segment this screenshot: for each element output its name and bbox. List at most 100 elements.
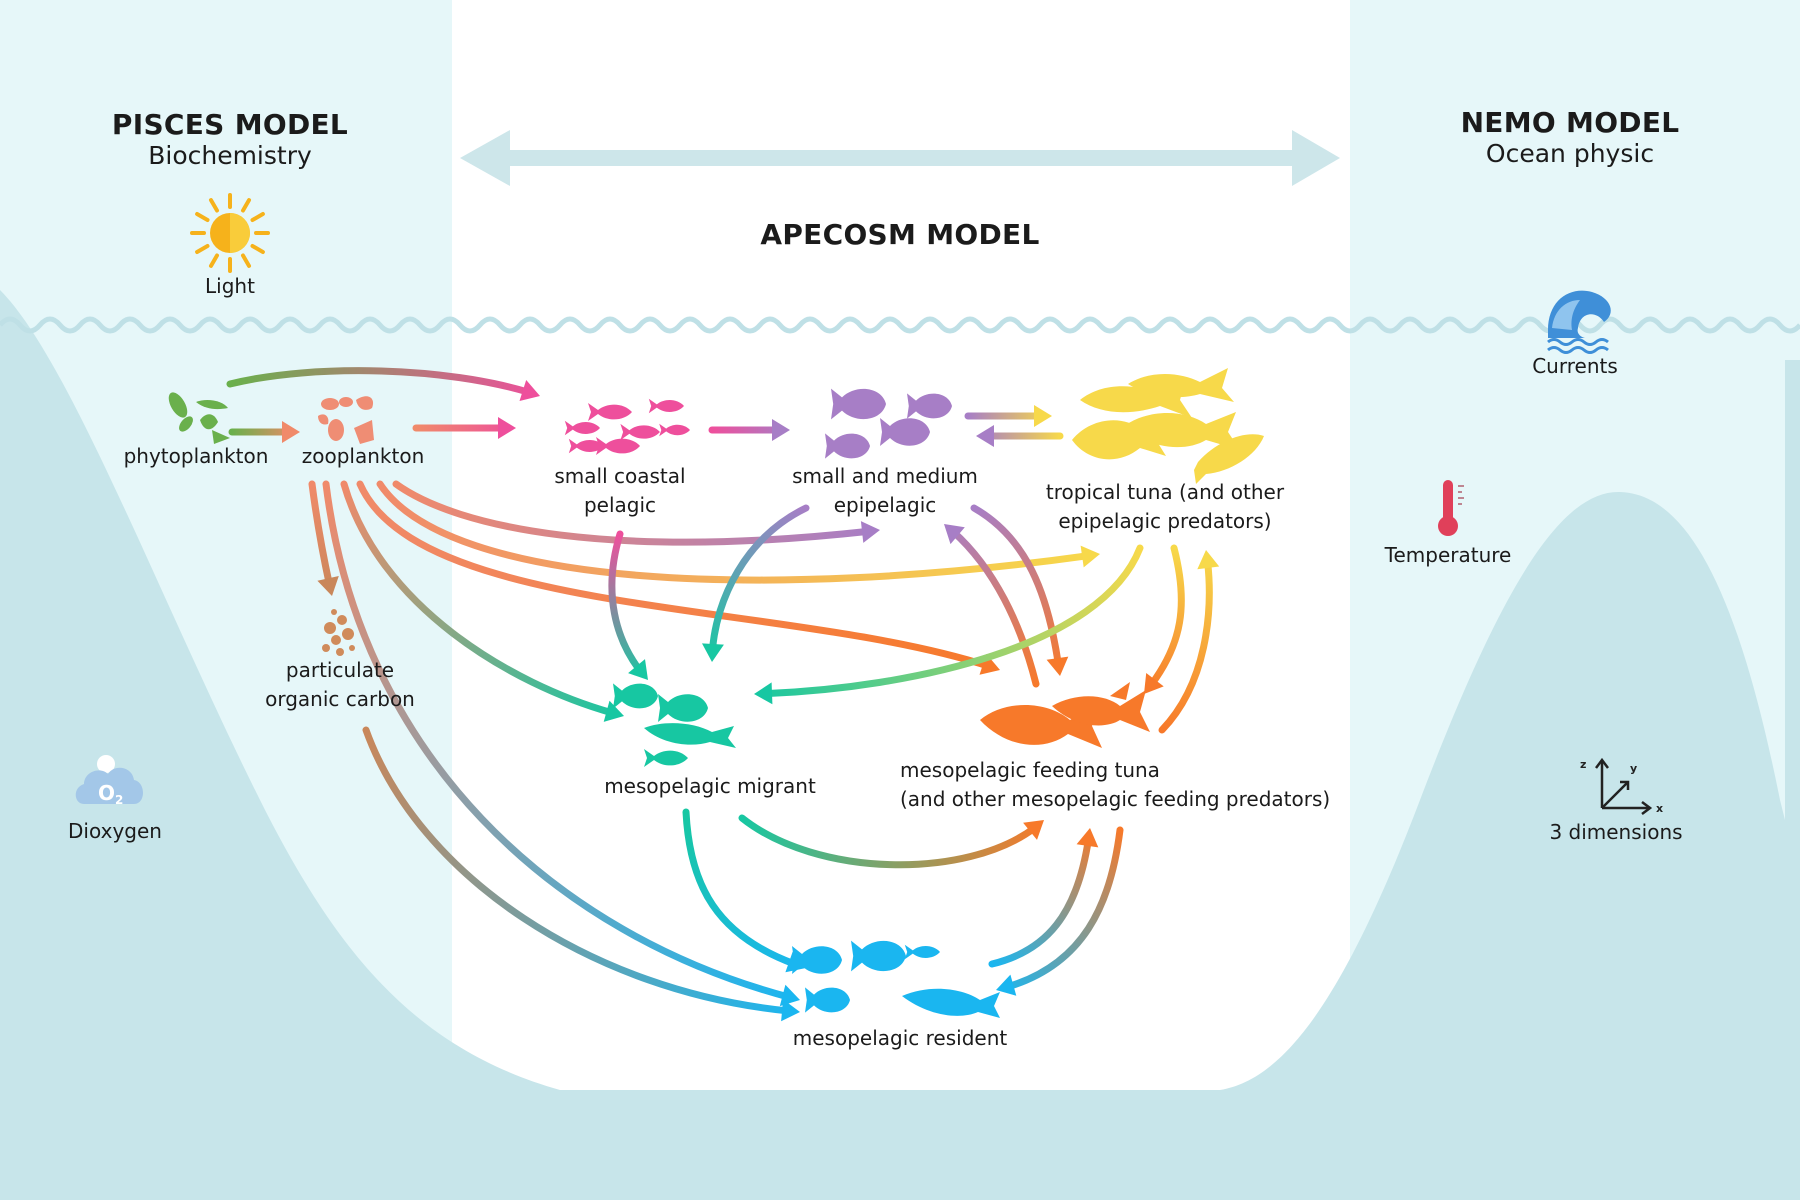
- arrow-small-coastal-pelagic-to-mesopelagic-migrant: [608, 530, 652, 684]
- sun-ray: [250, 244, 265, 254]
- arrow-tropical-tuna-to-mesopelagic-migrant: [750, 544, 1144, 705]
- arrow-head: [1080, 545, 1100, 568]
- arrow-shaft: [376, 480, 1104, 584]
- arrow-shaft: [322, 480, 804, 1004]
- sun-ray: [195, 244, 210, 254]
- trophic-arrows: [226, 367, 1220, 1022]
- arrow-head: [772, 419, 790, 441]
- phytoplankton-icon: [168, 392, 230, 444]
- o2-subscript: 2: [115, 793, 123, 807]
- sme-line-2: epipelagic: [833, 493, 937, 517]
- seafloor-edge: [1785, 360, 1800, 1200]
- scp-line-1: small coastal: [554, 464, 686, 488]
- arrow-head: [1023, 820, 1044, 840]
- mesopelagic-migrant-fish-icon: [613, 683, 736, 767]
- arrow-mesopelagic-feeding-tuna-to-small-medium-epipelagic: [940, 520, 1040, 688]
- temperature-label: Temperature: [1384, 543, 1512, 567]
- mesopelagic-feeding-tuna-icon: [980, 682, 1150, 748]
- arrow-zooplankton-to-small-coastal-pelagic: [412, 417, 520, 439]
- arrow-shaft: [738, 814, 1048, 869]
- arrow-head: [628, 659, 648, 680]
- arrow-head: [1046, 656, 1069, 676]
- node-small-coastal-pelagic: small coastal pelagic: [540, 462, 700, 520]
- arrow-head: [976, 425, 994, 447]
- arrow-head: [944, 524, 965, 545]
- arrow-shaft: [356, 480, 1004, 674]
- arrow-shaft: [1158, 546, 1213, 734]
- poc-particles-icon: [322, 609, 355, 656]
- arrow-shaft: [708, 504, 810, 666]
- arrow-head: [1144, 673, 1164, 694]
- sun-ray: [250, 212, 265, 222]
- arrow-poc-to-mesopelagic-resident: [362, 726, 804, 1022]
- node-mesopelagic-resident: mesopelagic resident: [792, 1026, 1008, 1050]
- arrow-shaft: [682, 808, 810, 972]
- arrow-mesopelagic-feeding-tuna-to-tropical-tuna: [1158, 546, 1220, 734]
- axis-y-label: y: [1630, 762, 1637, 775]
- arrow-head: [282, 421, 300, 443]
- node-mesopelagic-feeding-tuna: mesopelagic feeding tuna (and other meso…: [900, 756, 1331, 814]
- mft-line-1: mesopelagic feeding tuna: [900, 758, 1160, 782]
- arrow-small-coastal-pelagic-to-small-medium-epipelagic: [708, 419, 794, 441]
- arrow-shaft: [940, 520, 1040, 688]
- node-phytoplankton: phytoplankton: [123, 444, 269, 468]
- tt-line-1: tropical tuna (and other: [1045, 480, 1285, 504]
- mesopelagic-resident-fish-icon: [792, 940, 1000, 1018]
- arrow-head: [1076, 828, 1099, 848]
- pisces-title: PISCES MODEL: [111, 108, 349, 141]
- dimensions-label: 3 dimensions: [1549, 820, 1683, 844]
- arrow-head: [603, 700, 624, 722]
- arrow-zooplankton-to-small-medium-epipelagic: [392, 480, 884, 546]
- arrow-tropical-tuna-to-small-medium-epipelagic: [972, 425, 1064, 447]
- arrow-shaft: [340, 480, 628, 720]
- arrow-head: [317, 576, 339, 596]
- apecosm-panel-background: [452, 0, 1350, 1200]
- arrow-head: [702, 643, 724, 662]
- apecosm-title: APECOSM MODEL: [760, 218, 1040, 251]
- thermometer-icon: [1438, 480, 1464, 536]
- arrow-phytoplankton-to-zooplankton: [228, 421, 304, 443]
- poc-line-1: particulate: [285, 658, 395, 682]
- seafloor-shape: [0, 290, 1800, 1200]
- node-small-medium-epipelagic: small and medium epipelagic: [780, 462, 990, 520]
- arrow-mesopelagic-resident-to-mesopelagic-feeding-tuna: [988, 824, 1099, 968]
- arrow-mesopelagic-migrant-to-mesopelagic-feeding-tuna: [738, 814, 1048, 869]
- sun-ray: [209, 253, 219, 268]
- arrow-zooplankton-to-tropical-tuna: [376, 480, 1104, 584]
- sun-icon: [190, 193, 270, 273]
- arrow-head: [1034, 405, 1052, 427]
- dioxygen-label: Dioxygen: [68, 819, 162, 843]
- arrow-head: [498, 417, 516, 439]
- node-zooplankton: zooplankton: [301, 444, 425, 468]
- arrow-small-medium-epipelagic-to-tropical-tuna: [964, 405, 1056, 427]
- poc-line-2: organic carbon: [265, 687, 415, 711]
- arrow-mesopelagic-feeding-tuna-to-mesopelagic-resident: [992, 826, 1124, 996]
- arrow-head: [781, 999, 800, 1022]
- arrow-head: [860, 521, 880, 543]
- arrow-zooplankton-to-mesopelagic-migrant: [340, 480, 628, 722]
- mft-line-2: (and other mesopelagic feeding predators…: [900, 787, 1331, 811]
- arrow-zooplankton-to-mesopelagic-feeding-tuna: [356, 480, 1004, 675]
- arrow-head: [519, 380, 540, 401]
- arrow-shaft: [992, 826, 1124, 994]
- nemo-subtitle: Ocean physic: [1485, 139, 1655, 168]
- arrow-shaft: [1140, 544, 1185, 698]
- arrow-head: [979, 653, 1000, 675]
- wave-icon: [1547, 290, 1611, 354]
- nemo-heading: NEMO MODEL Ocean physic: [1450, 108, 1690, 171]
- sun-ray: [209, 198, 219, 213]
- zooplankton-icon: [318, 396, 374, 444]
- arrow-shaft: [226, 367, 544, 400]
- light-label: Light: [205, 274, 255, 298]
- apecosm-heading: APECOSM MODEL: [760, 220, 1040, 249]
- o2-symbol: O: [98, 781, 115, 805]
- arrow-head: [754, 682, 773, 705]
- arrow-shaft: [750, 544, 1144, 698]
- sun-ray: [195, 212, 210, 222]
- tropical-tuna-icon: [1072, 368, 1264, 484]
- pisces-subtitle: Biochemistry: [148, 141, 312, 170]
- arrow-shaft: [362, 726, 804, 1016]
- double-arrow-icon: [460, 130, 1340, 186]
